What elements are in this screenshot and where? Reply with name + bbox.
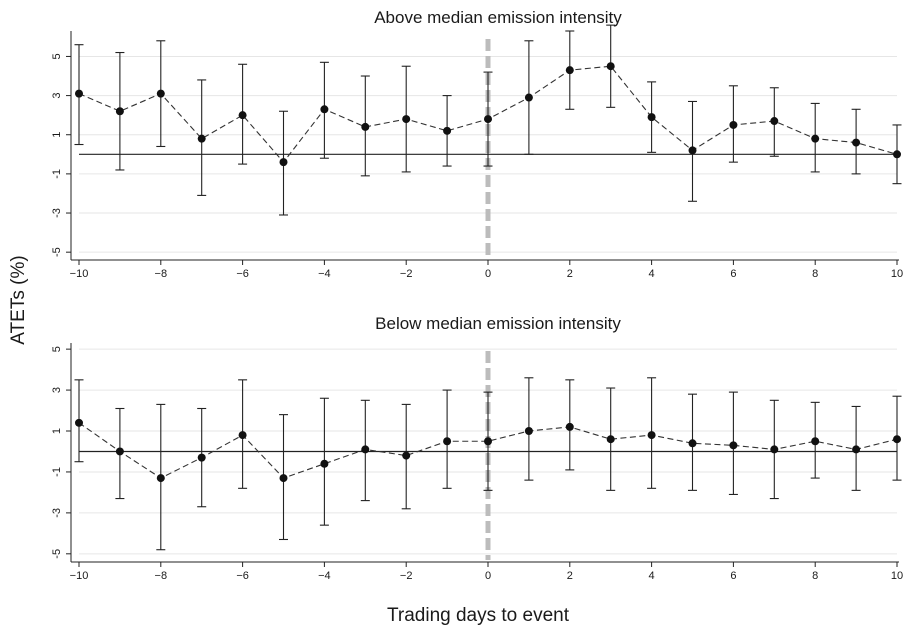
data-point [770,117,779,126]
x-tick-label: −8 [155,570,168,582]
x-tick-label: 8 [812,570,818,582]
data-point [156,474,165,483]
panel-2: Below median emission intensity 5 3 1 -1 -3 -5… [51,314,903,582]
data-point [197,453,206,462]
data-point [729,441,738,450]
data-point [320,459,329,468]
x-tick-label: 2 [567,570,573,582]
y-tick-label: -1 [51,169,63,179]
data-point [238,431,247,440]
x-tick-label: 8 [812,268,818,280]
data-point [75,89,83,98]
panel-1: Above median emission intensity 5 3 1 -1 -3 -5… [51,8,903,280]
y-tick-label: 3 [51,93,63,99]
data-point [852,445,861,454]
data-point [75,418,83,427]
data-point [565,66,574,75]
data-point [484,437,492,446]
data-point [524,93,533,102]
x-tick-label: −6 [236,570,249,582]
x-tick-label: −4 [318,268,331,280]
data-point [115,107,124,116]
x-tick-label: 0 [485,268,491,280]
data-point [484,115,492,124]
data-point [115,447,124,456]
x-tick-label: −8 [155,268,168,280]
x-tick-label: −6 [236,268,249,280]
data-point [361,445,370,454]
data-point [688,439,697,448]
x-tick-label: −10 [70,268,89,280]
data-point [402,115,411,124]
y-tick-label: -3 [51,208,63,218]
data-point [852,138,861,147]
data-point [647,431,656,440]
x-tick-label: 6 [730,268,736,280]
x-tick-label: −10 [70,570,89,582]
x-tick-label: −4 [318,570,331,582]
data-point [565,422,574,431]
y-tick-label: -3 [51,508,63,518]
data-point [811,134,820,143]
data-point [606,62,615,71]
y-tick-label: -5 [51,549,63,559]
x-axis-label: Trading days to event [387,605,570,626]
data-point [524,427,533,436]
y-tick-label: 1 [51,132,63,138]
y-tick-label: -5 [51,247,63,257]
data-point [606,435,615,444]
data-point [811,437,820,446]
data-point [688,146,697,155]
x-tick-label: −2 [400,570,413,582]
data-point [402,451,411,460]
data-point [238,111,247,120]
y-axis-label: ATETs (%) [8,255,29,344]
x-tick-label: 4 [649,570,655,582]
panel-title: Below median emission intensity [375,314,621,333]
x-tick-label: 0 [485,570,491,582]
x-tick-label: 10 [891,268,903,280]
x-tick-label: 4 [649,268,655,280]
x-tick-label: 10 [891,570,903,582]
data-point [320,105,329,114]
data-point [729,120,738,129]
data-point [443,437,452,446]
data-point [893,150,901,159]
y-tick-label: 3 [51,387,63,393]
x-tick-label: 6 [730,570,736,582]
x-tick-label: −2 [400,268,413,280]
data-point [197,134,206,143]
data-point [443,126,452,135]
data-point [647,113,656,122]
data-point [279,158,288,167]
data-point [770,445,779,454]
data-point [893,435,901,444]
x-tick-label: 2 [567,268,573,280]
y-tick-label: -1 [51,467,63,477]
y-tick-label: 5 [51,346,63,352]
data-point [279,474,288,483]
data-point [361,122,370,131]
panel-title: Above median emission intensity [374,8,622,27]
data-point [156,89,165,98]
y-tick-label: 5 [51,53,63,59]
y-tick-label: 1 [51,428,63,434]
